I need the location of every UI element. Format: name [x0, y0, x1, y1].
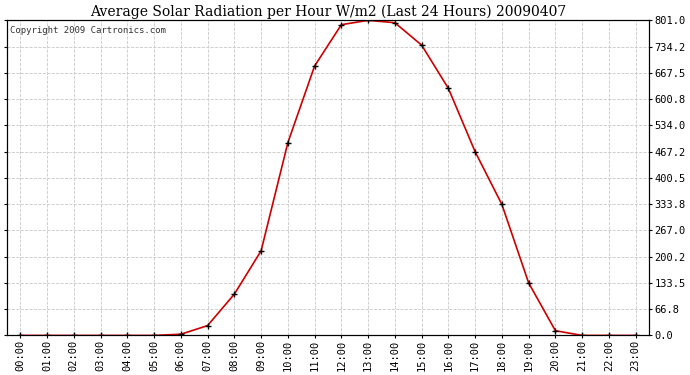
Title: Average Solar Radiation per Hour W/m2 (Last 24 Hours) 20090407: Average Solar Radiation per Hour W/m2 (L… — [90, 4, 566, 18]
Text: Copyright 2009 Cartronics.com: Copyright 2009 Cartronics.com — [10, 26, 166, 35]
